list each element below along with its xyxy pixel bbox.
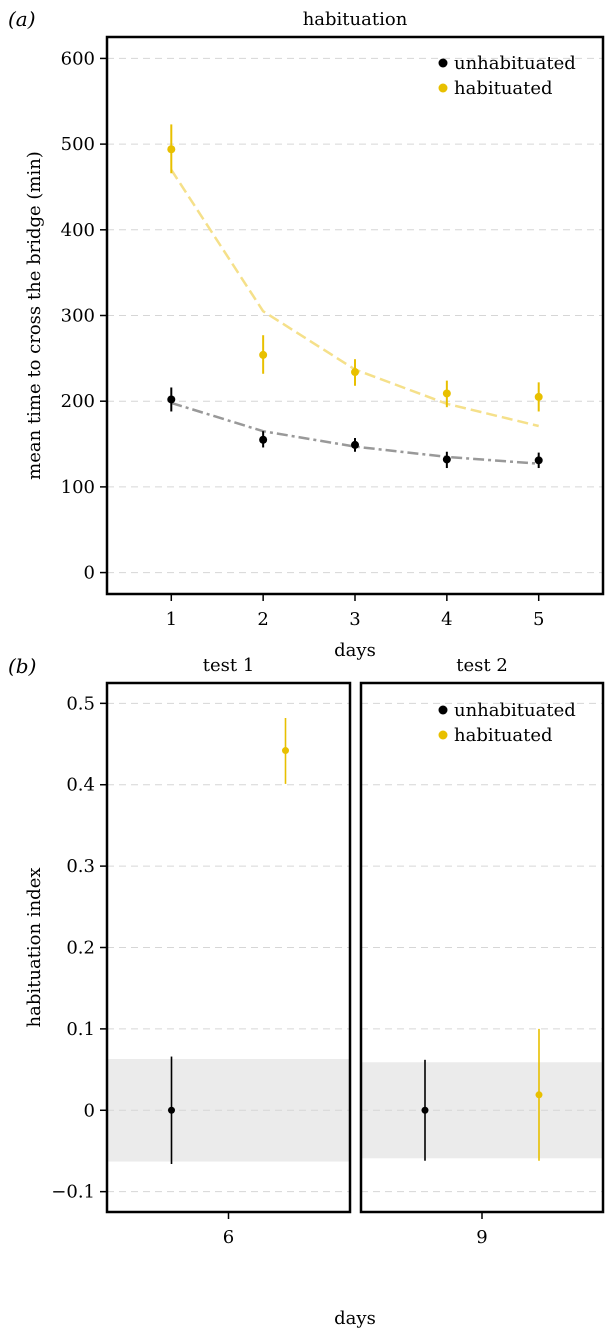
x-tick-label: 9 [476, 1227, 487, 1248]
facet-title: test 1 [203, 655, 255, 676]
legend-marker [438, 705, 448, 715]
facet-frame [359, 681, 605, 1214]
x-tick-label: 6 [223, 1227, 234, 1248]
data-point [534, 456, 543, 465]
panel-a: (a) habituation 0 100 200 300 400 500 600 1 2 3 4 5 da… [8, 7, 605, 661]
data-point [534, 392, 543, 401]
y-tick-label: 500 [61, 134, 95, 155]
y-tick-label: 400 [61, 220, 95, 241]
y-tick-label: 0.1 [66, 1019, 95, 1040]
x-tick-label: 5 [533, 609, 544, 630]
panel-label-a: (a) [8, 7, 36, 31]
data-point [351, 368, 359, 377]
data-point [167, 145, 176, 154]
y-tick-label: 0.5 [66, 693, 95, 714]
y-tick-label: 0.2 [66, 938, 95, 959]
facet-1: test 1 6 [105, 655, 352, 1248]
data-point [259, 350, 268, 359]
data-point [282, 747, 289, 755]
legend-marker [438, 730, 448, 740]
panel-a-frame [105, 35, 605, 596]
y-tick-label: 300 [61, 306, 95, 327]
facet-frame [105, 681, 352, 1214]
legend-marker [438, 58, 448, 68]
x-axis-label: days [334, 640, 376, 661]
x-tick-label: 3 [349, 609, 360, 630]
y-axis-label: mean time to cross the bridge (min) [24, 151, 45, 480]
x-axis-label: days [334, 1308, 376, 1329]
y-tick-label: 200 [61, 391, 95, 412]
data-point [168, 1106, 175, 1114]
x-tick-label: 2 [257, 609, 268, 630]
y-tick-label: 0.4 [66, 775, 95, 796]
y-tick-label: 100 [61, 477, 95, 498]
x-tick-label: 1 [166, 609, 177, 630]
y-tick-label: 0 [84, 1100, 95, 1121]
data-point [351, 440, 359, 449]
y-tick-label: −0.1 [51, 1182, 95, 1203]
data-point [442, 455, 451, 464]
y-tick-label: 600 [61, 48, 95, 69]
data-point [421, 1106, 429, 1114]
facet-title: test 2 [456, 655, 508, 676]
data-point [167, 395, 176, 404]
data-point [535, 1091, 543, 1099]
data-point [442, 389, 451, 398]
y-tick-label: 0.3 [66, 856, 95, 877]
panel-b: (b) days habituation index −0.1 0 0.1 0.2 0.3 0.… [8, 654, 605, 1329]
y-axis-label: habituation index [24, 868, 45, 1028]
x-tick-label: 4 [441, 609, 452, 630]
y-tick-label: 0 [84, 563, 95, 584]
data-point [259, 435, 268, 444]
panel-a-title: habituation [303, 9, 408, 30]
legend-marker [438, 83, 448, 93]
panel-label-b: (b) [8, 654, 36, 678]
fit-line-unhabituated [170, 401, 539, 465]
legend-label: habituated [454, 78, 553, 99]
legend-label: habituated [454, 725, 553, 746]
legend-label: unhabituated [454, 53, 576, 74]
facet-2: test 2 9 [359, 655, 605, 1248]
fit-line-habituated [170, 169, 539, 428]
legend-label: unhabituated [454, 700, 576, 721]
